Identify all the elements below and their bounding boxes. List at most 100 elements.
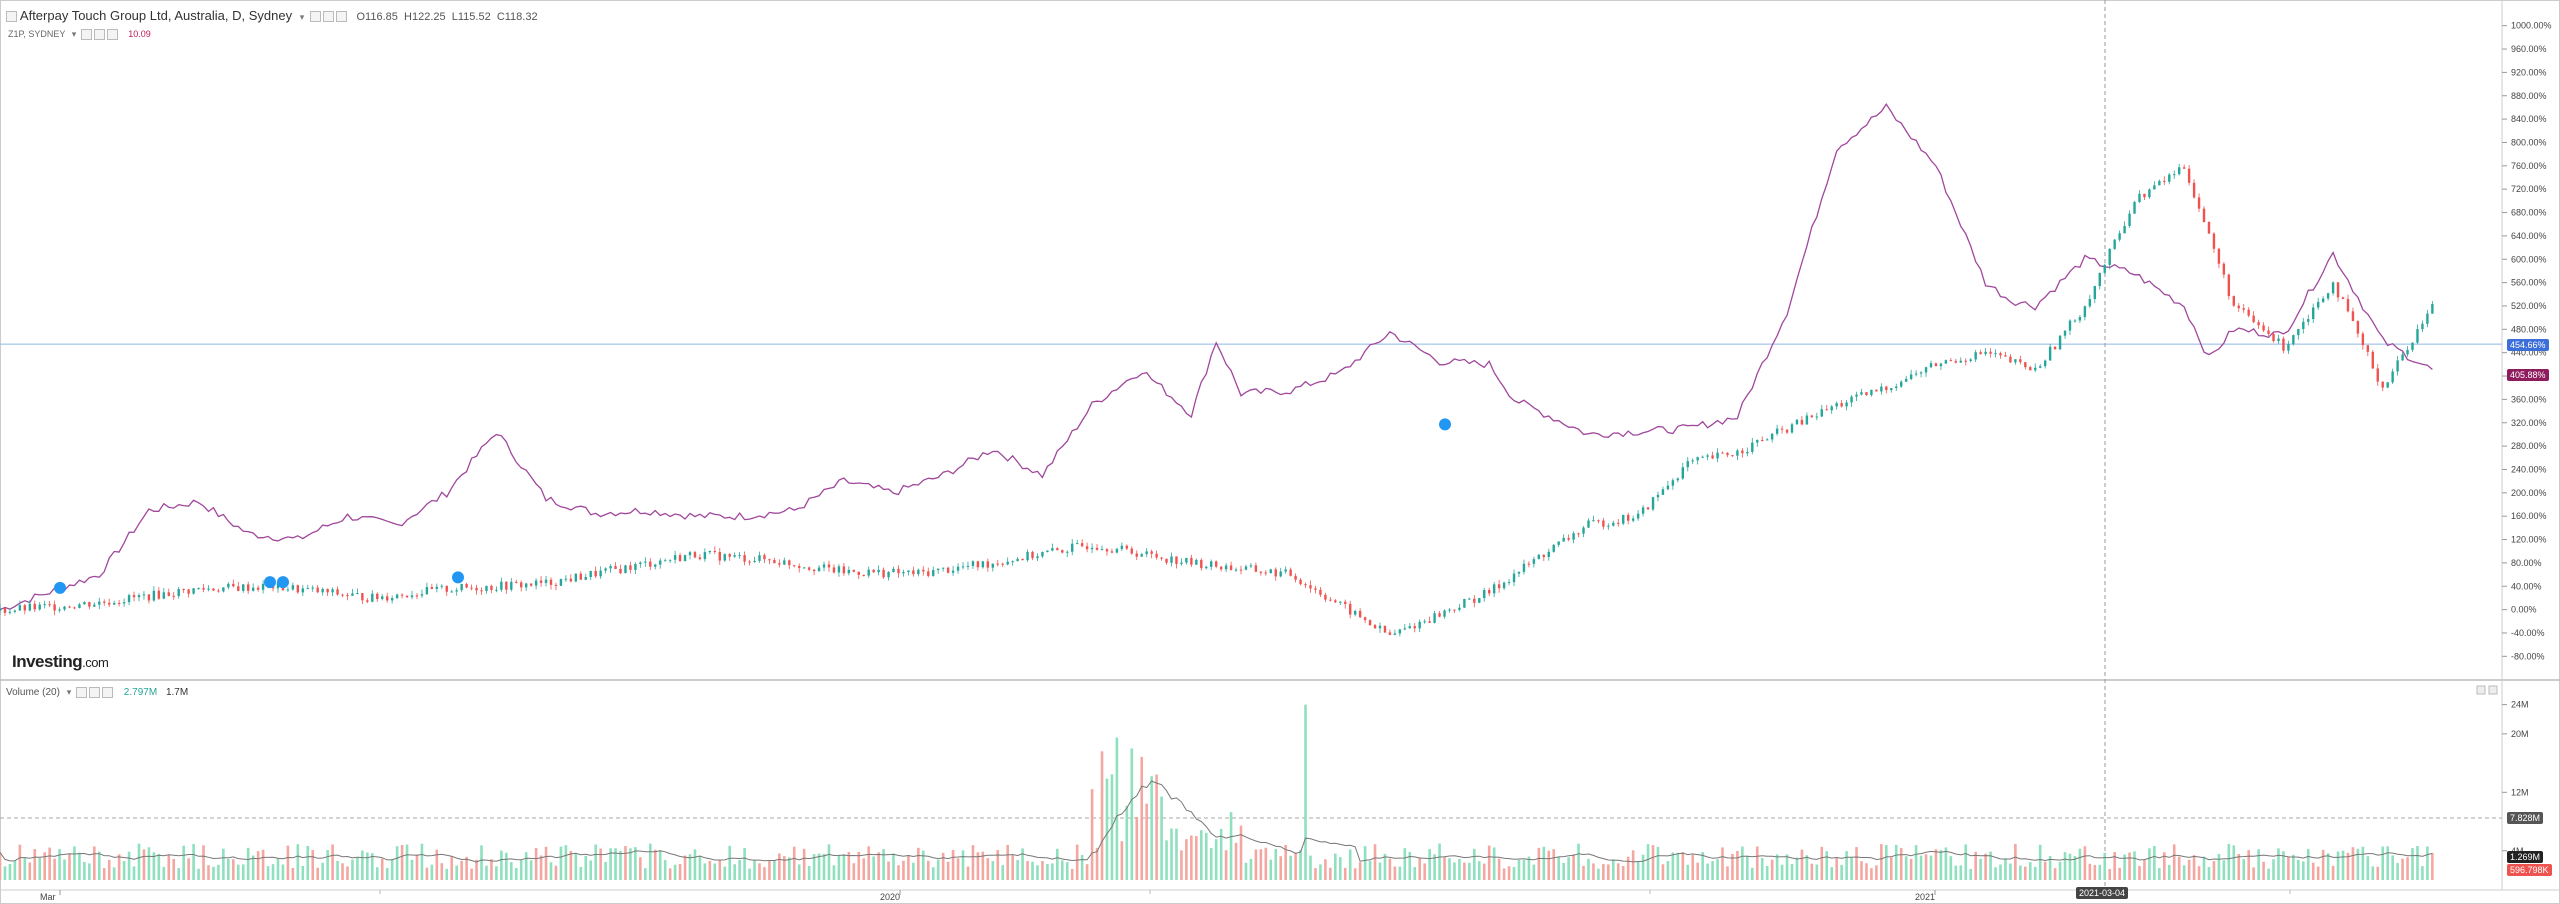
volume-bar <box>236 864 240 880</box>
instrument-title[interactable]: Afterpay Touch Group Ltd, Australia, D, … <box>19 8 293 23</box>
candle-body <box>2029 367 2032 371</box>
candle-body <box>127 595 131 603</box>
volume-bar <box>1805 855 1809 880</box>
chevron-down-icon[interactable]: ▾ <box>66 687 72 698</box>
candle-body <box>177 589 180 597</box>
volume-bar <box>490 859 493 880</box>
close-icon[interactable] <box>106 29 118 41</box>
candle-body <box>1612 522 1615 526</box>
volume-label[interactable]: Volume (20) <box>6 687 60 699</box>
hide-icon[interactable] <box>89 687 101 698</box>
candle-body <box>683 555 687 562</box>
volume-bar <box>1810 863 1814 880</box>
chevron-down-icon[interactable]: ▾ <box>299 12 305 22</box>
candle-body <box>842 566 846 574</box>
candle-body <box>668 559 672 561</box>
candle-body <box>2093 286 2097 300</box>
candle-body <box>1840 403 1843 407</box>
compare-legend: Z1P, SYDNEY ▾ 10.09 <box>8 29 151 41</box>
volume-ma-value: 1.7M <box>165 687 189 699</box>
candle-body <box>663 560 667 562</box>
volume-bar <box>2426 846 2429 880</box>
settings-icon[interactable] <box>80 29 92 41</box>
volume-bar <box>867 846 870 880</box>
volume-bar <box>142 849 146 880</box>
candle-body <box>2158 180 2161 186</box>
volume-bar <box>435 849 439 880</box>
volume-bar <box>837 855 841 880</box>
candle-body <box>1686 461 1689 468</box>
candle-body <box>2078 317 2082 321</box>
candle-body <box>1304 584 1307 586</box>
candle-body <box>2043 360 2047 367</box>
volume-bar <box>1269 859 1273 880</box>
settings-icon[interactable] <box>76 687 88 698</box>
compare-symbol[interactable]: Z1P, SYDNEY <box>8 29 66 39</box>
candle-body <box>1026 551 1029 561</box>
candle-body <box>1756 439 1759 443</box>
chevron-down-icon[interactable]: ▾ <box>71 29 77 39</box>
candle-body <box>986 561 990 568</box>
candle-body <box>922 569 925 572</box>
collapse-icon[interactable] <box>6 11 17 23</box>
candle-body <box>1567 537 1570 540</box>
candle-body <box>654 564 657 567</box>
candle-body <box>758 555 761 561</box>
volume-bar <box>822 853 826 880</box>
candle-body <box>500 581 503 590</box>
volume-bar <box>1939 850 1943 880</box>
candle-body <box>351 593 354 596</box>
volume-bar <box>1214 839 1218 880</box>
candle-body <box>2416 329 2419 343</box>
volume-bar <box>802 848 806 880</box>
candle-body <box>0 608 2 611</box>
candle-body <box>1205 566 1208 569</box>
volume-bar <box>227 858 230 880</box>
candle-body <box>1428 621 1431 623</box>
volume-bar <box>2028 862 2032 880</box>
candle-body <box>1115 548 1119 553</box>
volume-bar <box>842 854 846 880</box>
candle-body <box>1418 621 1421 629</box>
volume-bar <box>2053 868 2057 880</box>
high-value: H122.25 <box>404 11 446 23</box>
volume-bar <box>1001 865 1005 880</box>
volume-bar <box>212 866 215 880</box>
volume-bar <box>609 848 612 880</box>
candle-body <box>1646 507 1650 510</box>
candle-body <box>723 554 726 561</box>
candle-body <box>1224 565 1228 570</box>
volume-bar <box>2356 848 2360 880</box>
volume-bar <box>639 857 642 880</box>
volume-bar <box>1492 847 1496 880</box>
candle-body <box>564 578 568 580</box>
candle-body <box>1924 367 1928 373</box>
volume-bar <box>529 860 533 880</box>
volume-bar <box>976 852 980 880</box>
volume-bar <box>1656 846 1660 880</box>
volume-bar <box>2158 867 2161 880</box>
volume-bar <box>1070 868 1074 880</box>
candle-body <box>852 569 856 572</box>
candle-body <box>1324 594 1327 600</box>
candle-body <box>629 565 632 570</box>
candle-body <box>366 600 369 602</box>
settings-icon[interactable] <box>309 11 321 23</box>
candle-body <box>371 593 374 602</box>
volume-bar <box>1388 858 1392 880</box>
volume-bar <box>1542 846 1546 880</box>
candle-body <box>991 563 994 568</box>
candle-body <box>1656 494 1660 498</box>
candle-body <box>1071 543 1074 552</box>
y-tick-label: 200.00% <box>2511 488 2547 498</box>
volume-bar <box>713 863 717 880</box>
close-icon[interactable] <box>102 687 114 698</box>
candle-body <box>1726 452 1729 456</box>
hide-icon[interactable] <box>93 29 105 41</box>
close-icon[interactable] <box>335 11 347 23</box>
volume-bar <box>1051 863 1054 880</box>
volume-bar <box>207 865 210 880</box>
y-tick-label: 840.00% <box>2511 114 2547 124</box>
hide-icon[interactable] <box>322 11 334 23</box>
